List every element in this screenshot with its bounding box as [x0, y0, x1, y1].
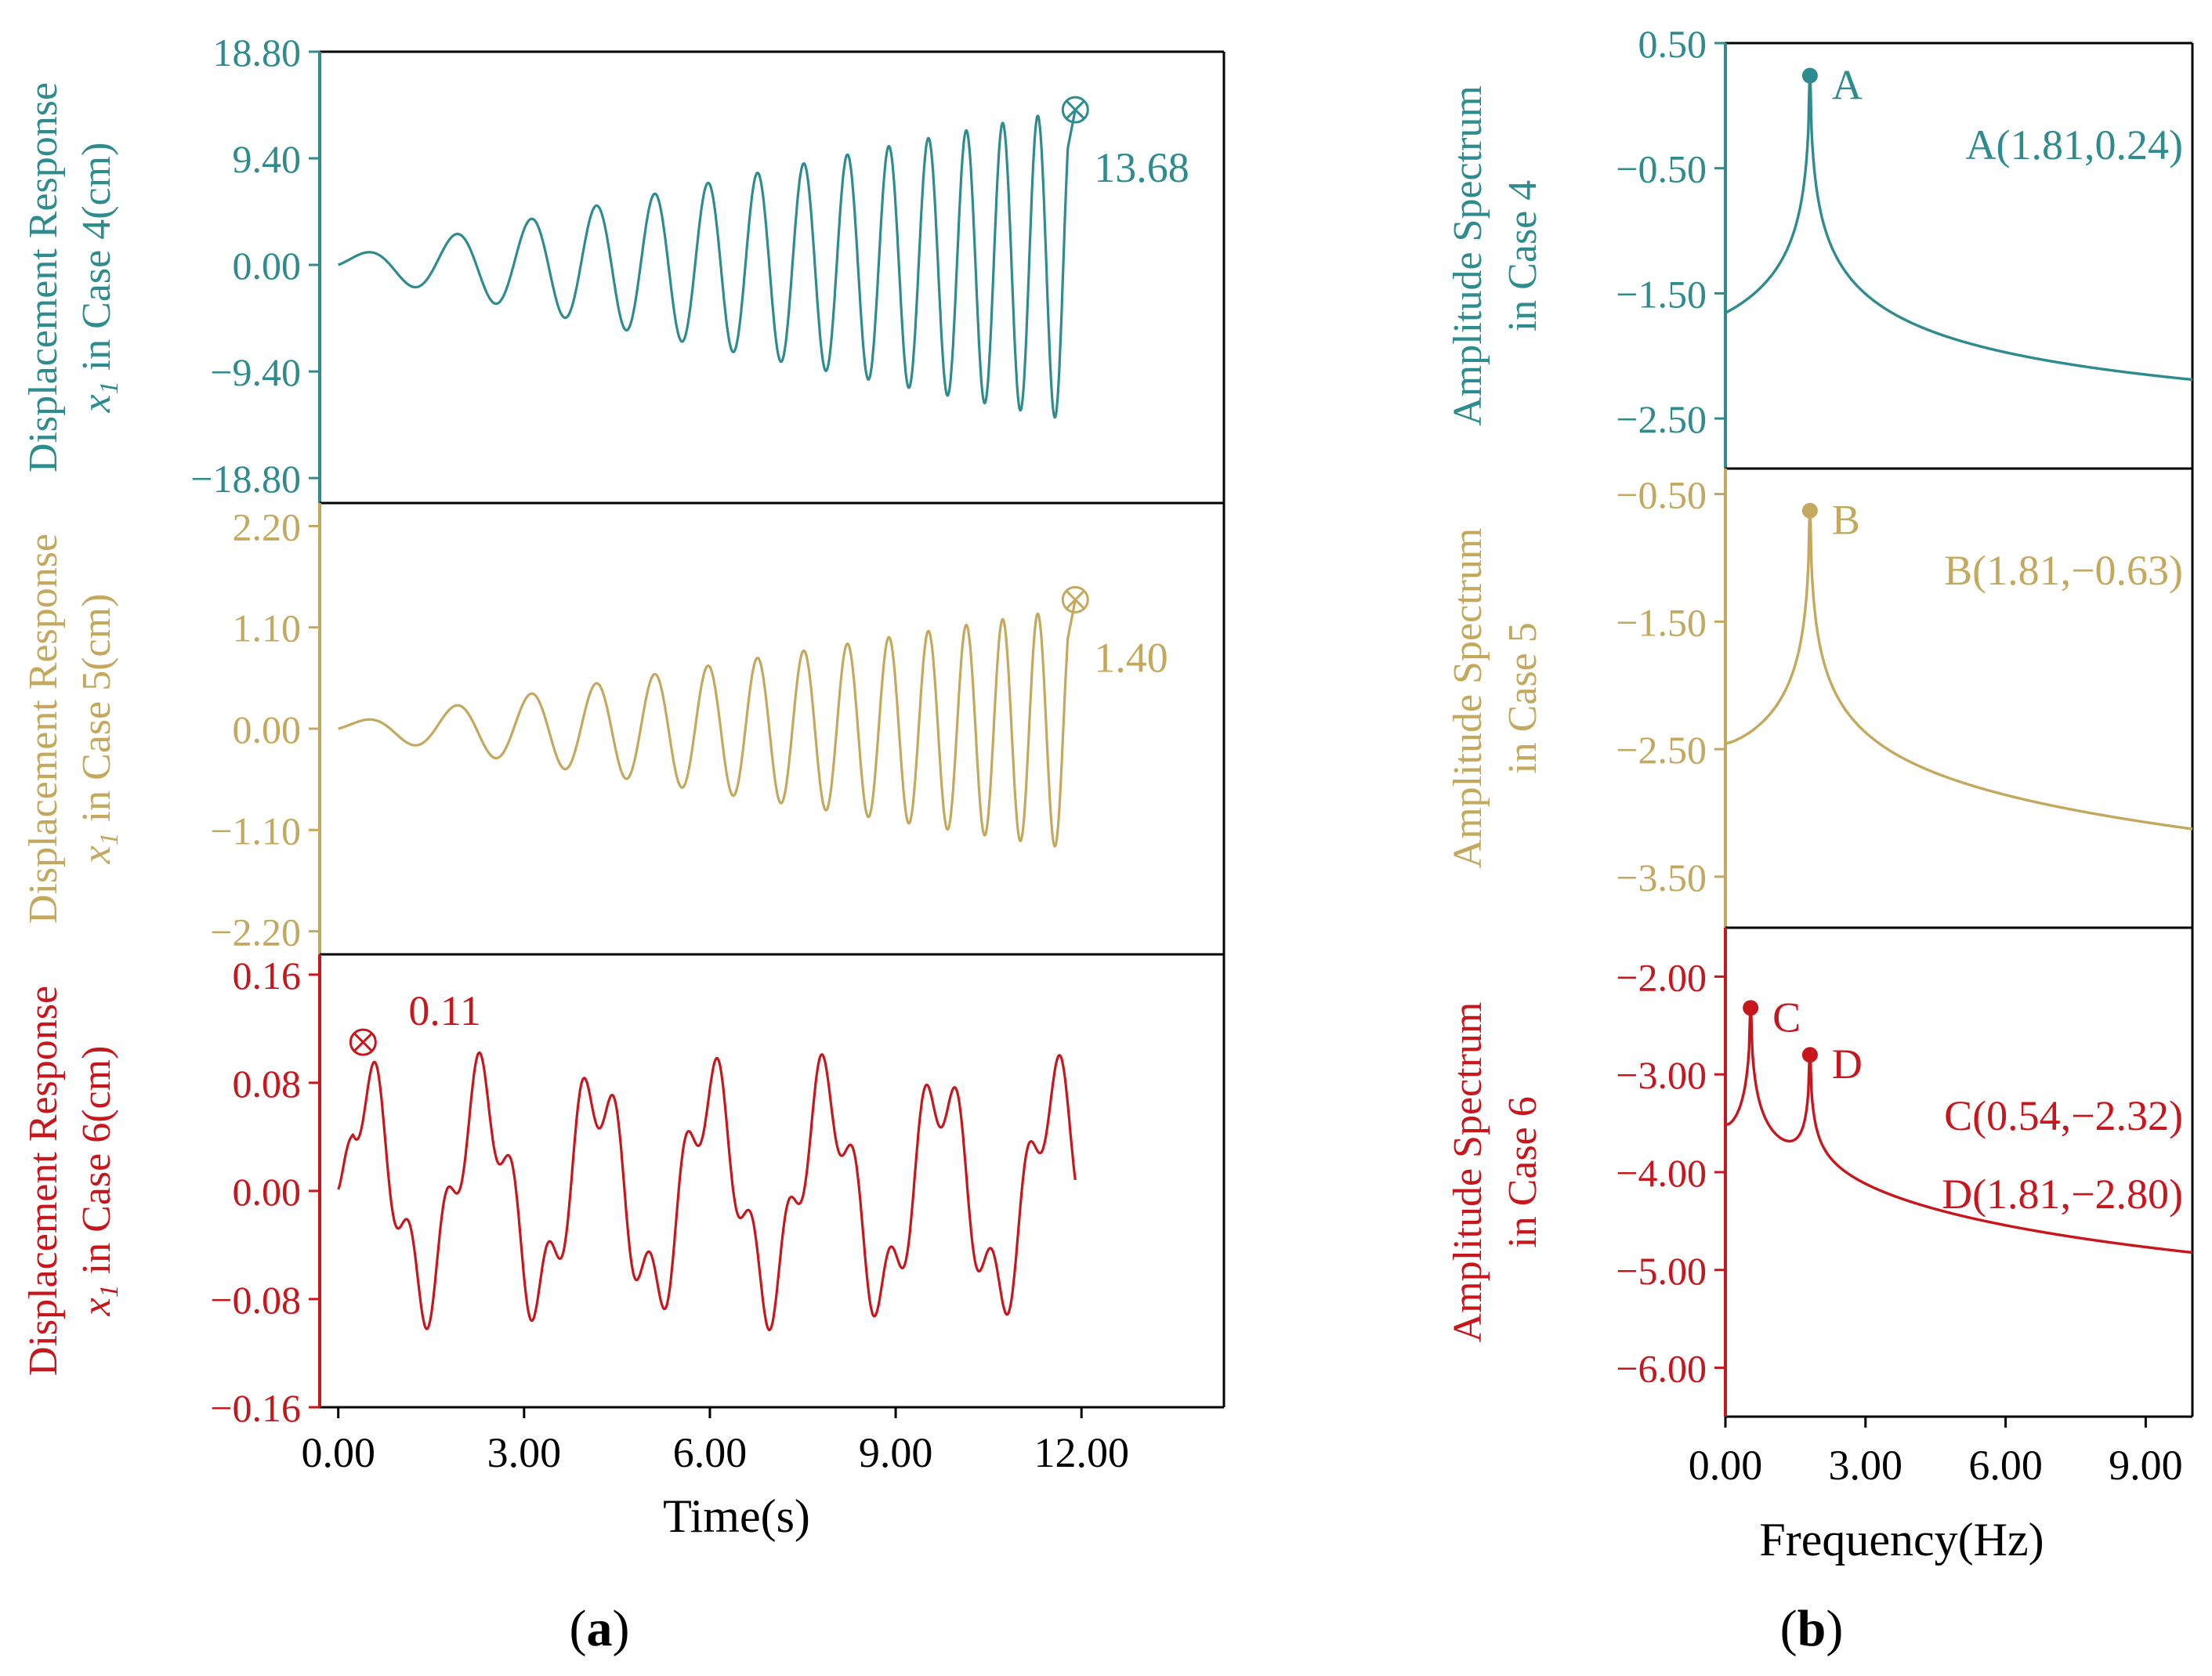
b-x-tick-label: 9.00 — [2109, 1442, 2183, 1489]
a3-series-line — [337, 1051, 1077, 1331]
a1-ylabel-subscript: 1 — [95, 381, 124, 394]
a2-peak-marker — [1061, 585, 1089, 614]
a-x-tick-label: 6.00 — [673, 1429, 748, 1476]
b3-spectrum-line — [1724, 1006, 2194, 1254]
panel-a-caption: (a) — [570, 1600, 630, 1657]
panel-b: 0.50 −0.50 −1.50 −2.50 A A(1.81,0.24) Amplitud… — [1446, 22, 2194, 1489]
a3-ylabel-subscript: 1 — [95, 1284, 124, 1298]
a1-y-tick-label: 18.80 — [213, 31, 302, 74]
a2-peak-marker-cross — [1065, 590, 1085, 610]
b2-peak-marker — [1801, 502, 1818, 519]
b1-y-tick-label: 0.50 — [1638, 22, 1707, 66]
a3-y-tick-label: 0.16 — [233, 954, 302, 997]
b3-peak-readout: C(0.54,−2.32) — [1944, 1092, 2183, 1139]
a1-y-tick-label: 0.00 — [233, 244, 302, 288]
b-x-tick-label: 0.00 — [1689, 1442, 1763, 1489]
b2-y-tick-label: −2.50 — [1616, 728, 1707, 772]
b1-spectrum-line — [1724, 74, 2194, 382]
a2-y-tick-label: −2.20 — [210, 910, 301, 954]
a2-ylabel-rest: in Case 5(cm) — [74, 594, 119, 833]
b1-peak-marker — [1801, 67, 1818, 84]
a2-y-tick-label: 2.20 — [233, 505, 302, 548]
b3-ylabel-line1: Amplitude Spectrum — [1446, 1002, 1490, 1343]
a3-peak-marker — [349, 1028, 377, 1056]
a1-series-line — [337, 109, 1077, 419]
a2-y-tick-label: 0.00 — [233, 708, 302, 751]
b2-ylabel-line1: Amplitude Spectrum — [1446, 528, 1490, 869]
b2-y-tick-label: −3.50 — [1616, 856, 1707, 900]
a-x-tick-label: 3.00 — [487, 1429, 562, 1476]
b1-y-tick-label: −0.50 — [1616, 147, 1707, 191]
a3-peak-label: 0.11 — [408, 987, 481, 1034]
a2-ylabel-subscript: 1 — [95, 832, 124, 845]
a2-series-line — [337, 599, 1077, 848]
b3-peak-marker — [1743, 1000, 1759, 1016]
a1-y-tick-label: −9.40 — [210, 350, 301, 394]
b2-ylabel-line2: in Case 5 — [1501, 622, 1545, 774]
b1-ylabel-line1: Amplitude Spectrum — [1446, 85, 1490, 426]
b3-y-tick-label: −2.00 — [1616, 955, 1707, 999]
b1-y-tick-label: −2.50 — [1616, 397, 1707, 441]
b3-peak-marker — [1801, 1047, 1818, 1063]
a3-ylabel-rest: in Case 6(cm) — [74, 1046, 119, 1285]
b3-peak-letter: D — [1832, 1041, 1863, 1088]
a1-peak-marker — [1061, 96, 1089, 124]
b1-peak-letter: A — [1832, 62, 1863, 109]
b-x-tick-label: 6.00 — [1968, 1442, 2043, 1489]
b3-y-tick-label: −5.00 — [1616, 1249, 1707, 1293]
a2-y-tick-label: −1.10 — [210, 809, 301, 852]
b3-ylabel-line2: in Case 6 — [1501, 1096, 1545, 1248]
a1-peak-label: 13.68 — [1094, 144, 1189, 191]
b1-peak-readout: A(1.81,0.24) — [1966, 121, 2183, 168]
panel-b-caption-letter: b — [1797, 1600, 1826, 1657]
panel-a-caption-letter: a — [587, 1600, 613, 1657]
b3-y-tick-label: −6.00 — [1616, 1347, 1707, 1391]
a2-ylabel-symbol: x — [74, 845, 119, 864]
a1-ylabel-line1: Displacement Response — [21, 82, 66, 472]
panel-a-xlabel: Time(s) — [663, 1490, 810, 1542]
a1-ylabel-rest: in Case 4(cm) — [74, 143, 119, 382]
b2-peak-readout: B(1.81,−0.63) — [1944, 547, 2183, 594]
a2-peak-label: 1.40 — [1094, 634, 1168, 681]
b2-peak-letter: B — [1832, 497, 1860, 544]
a3-ylabel-symbol: x — [74, 1298, 119, 1316]
a-x-tick-label: 9.00 — [859, 1429, 933, 1476]
a1-ylabel-symbol: x — [74, 394, 119, 413]
a3-ylabel-line2: x1 in Case 6(cm) — [74, 1046, 124, 1317]
a-x-tick-label: 0.00 — [301, 1429, 375, 1476]
a3-ylabel-line1: Displacement Response — [21, 986, 66, 1376]
a1-peak-marker-cross — [1065, 100, 1085, 120]
a1-ylabel-line2: x1 in Case 4(cm) — [74, 143, 124, 414]
a1-y-tick-label: 9.40 — [233, 137, 302, 181]
panel-b-caption: (b) — [1780, 1600, 1844, 1657]
a1-y-tick-label: −18.80 — [190, 457, 301, 501]
a2-y-tick-label: 1.10 — [233, 606, 302, 650]
panel-a: 18.80 9.40 0.00 −9.40 −18.80 13.68 Displacemen… — [21, 31, 1225, 1476]
a3-peak-marker-cross — [353, 1032, 373, 1052]
b2-y-tick-label: −0.50 — [1616, 473, 1707, 517]
b2-y-tick-label: −1.50 — [1616, 600, 1707, 644]
b3-y-tick-label: −4.00 — [1616, 1151, 1707, 1195]
a3-y-tick-label: −0.08 — [210, 1278, 301, 1322]
a2-ylabel-line2: x1 in Case 5(cm) — [74, 594, 124, 865]
a3-y-tick-label: 0.00 — [233, 1170, 302, 1214]
b2-spectrum-line — [1724, 509, 2194, 831]
b1-y-tick-label: −1.50 — [1616, 272, 1707, 316]
b-x-tick-label: 3.00 — [1829, 1442, 1903, 1489]
b3-y-tick-label: −3.00 — [1616, 1053, 1707, 1097]
b1-ylabel-line2: in Case 4 — [1501, 180, 1545, 332]
a3-y-tick-label: −0.16 — [210, 1386, 301, 1430]
panel-b-xlabel: Frequency(Hz) — [1759, 1514, 2044, 1566]
b3-peak-readout: D(1.81,−2.80) — [1942, 1171, 2183, 1218]
a-x-tick-label: 12.00 — [1034, 1429, 1129, 1476]
b3-peak-letter: C — [1772, 994, 1801, 1041]
a3-y-tick-label: 0.08 — [233, 1062, 302, 1106]
a2-ylabel-line1: Displacement Response — [21, 534, 66, 924]
